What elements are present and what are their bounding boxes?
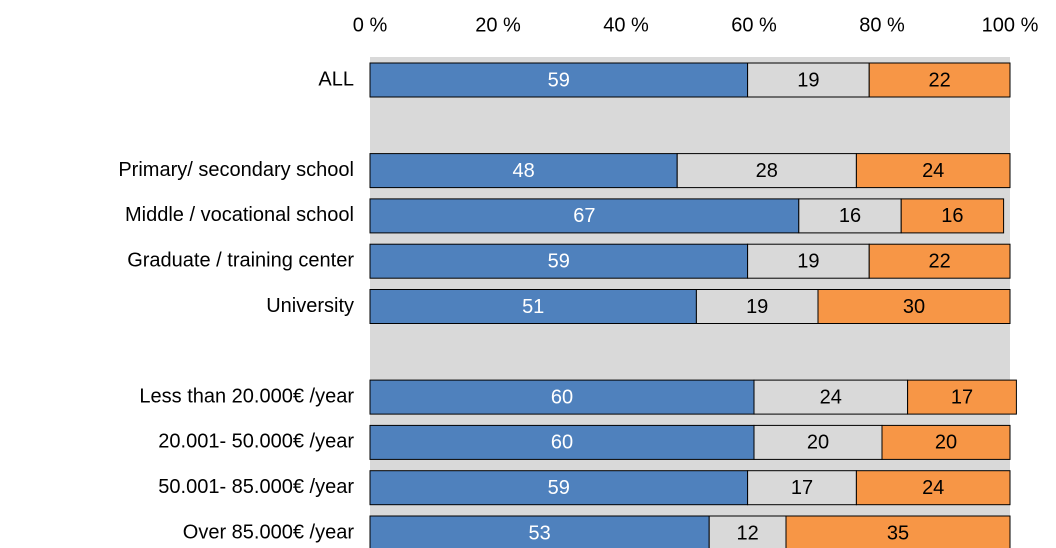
data-label: 53 xyxy=(528,522,550,544)
data-label: 16 xyxy=(839,205,861,227)
bar-segment xyxy=(369,243,749,279)
bar-segment xyxy=(369,289,697,324)
data-label: 59 xyxy=(548,477,570,499)
data-label: 12 xyxy=(736,522,758,544)
bar-segment xyxy=(798,198,902,234)
bar-segment xyxy=(695,289,819,324)
bar-segment xyxy=(881,424,1011,460)
y-tick-label: University xyxy=(266,295,354,317)
x-tick-label: 0 % xyxy=(353,14,388,36)
data-label: 19 xyxy=(797,250,819,272)
data-label: 60 xyxy=(551,386,573,408)
data-label: 59 xyxy=(548,250,570,272)
y-tick-label: Less than 20.000€ /year xyxy=(139,385,354,407)
bar-segment xyxy=(907,379,1017,415)
bar-segment xyxy=(747,62,870,98)
bar-segment xyxy=(868,243,1011,279)
y-tick-label: Middle / vocational school xyxy=(125,204,354,226)
x-tick-label: 40 % xyxy=(603,14,649,36)
y-tick-label: 20.001- 50.000€ /year xyxy=(158,431,354,453)
bar-segment xyxy=(817,289,1011,324)
x-tick-label: 60 % xyxy=(731,14,777,36)
data-label: 60 xyxy=(551,432,573,454)
data-label: 24 xyxy=(922,477,944,499)
data-label: 24 xyxy=(922,160,944,182)
bar-segment xyxy=(855,153,1011,189)
data-label: 19 xyxy=(797,69,819,91)
bar-segment xyxy=(900,198,1005,234)
data-label: 22 xyxy=(928,69,950,91)
data-label: 22 xyxy=(928,250,950,272)
data-label: 19 xyxy=(746,296,768,318)
data-label: 35 xyxy=(887,522,909,544)
bar-segment xyxy=(369,198,800,234)
y-tick-label: Over 85.000€ /year xyxy=(183,521,355,543)
data-label: 28 xyxy=(756,160,778,182)
x-tick-label: 20 % xyxy=(475,14,521,36)
bar-segment xyxy=(753,379,909,415)
bar-segment xyxy=(855,470,1011,506)
bar-segment xyxy=(369,62,749,98)
data-label: 59 xyxy=(548,69,570,91)
y-tick-label: 50.001- 85.000€ /year xyxy=(158,476,354,498)
y-tick-label: ALL xyxy=(318,68,354,90)
bar-segment xyxy=(747,243,870,279)
y-tick-label: Graduate / training center xyxy=(127,249,354,271)
bar-segment xyxy=(369,470,749,506)
data-label: 20 xyxy=(807,432,829,454)
data-label: 20 xyxy=(935,432,957,454)
x-tick-label: 100 % xyxy=(982,14,1039,36)
bar-segment xyxy=(369,515,710,548)
bar-segment xyxy=(369,379,755,415)
bar-segment xyxy=(369,424,755,460)
data-label: 24 xyxy=(820,386,842,408)
data-label: 17 xyxy=(951,386,973,408)
data-label: 51 xyxy=(522,296,544,318)
data-label: 67 xyxy=(573,205,595,227)
bar-segment xyxy=(868,62,1011,98)
x-tick-label: 80 % xyxy=(859,14,905,36)
bar-segment xyxy=(747,470,857,506)
data-label: 30 xyxy=(903,296,925,318)
bar-segment xyxy=(676,153,857,189)
data-label: 17 xyxy=(791,477,813,499)
data-label: 16 xyxy=(941,205,963,227)
bar-segment xyxy=(369,153,678,189)
data-label: 48 xyxy=(512,160,534,182)
bar-segment xyxy=(785,515,1011,548)
y-tick-label: Primary/ secondary school xyxy=(118,159,354,181)
